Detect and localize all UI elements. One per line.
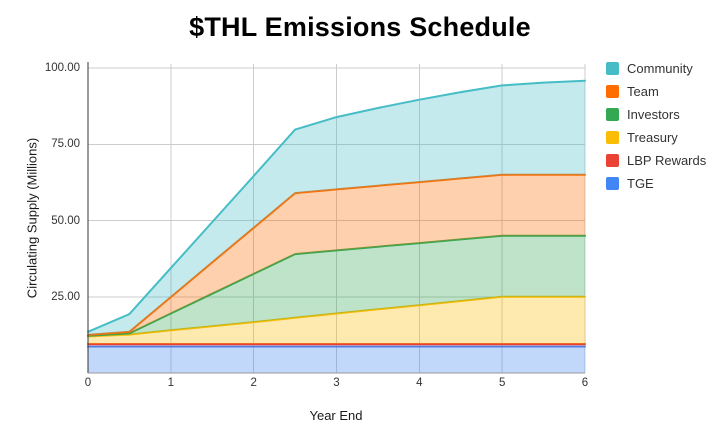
legend-item-community: Community <box>606 57 706 80</box>
legend-item-tge: TGE <box>606 172 706 195</box>
legend-label-team: Team <box>627 84 659 99</box>
x-tick-label: 3 <box>333 377 340 389</box>
x-tick-label: 6 <box>581 377 589 389</box>
legend-item-lbp-rewards: LBP Rewards <box>606 149 706 172</box>
x-tick-label: 5 <box>498 377 506 389</box>
y-tick-label: 50.00 <box>51 214 80 227</box>
x-tick-label: 4 <box>416 377 423 389</box>
legend: Community Team Investors Treasury LBP Reward… <box>606 57 706 195</box>
series-tge <box>87 345 586 373</box>
legend-item-treasury: Treasury <box>606 126 706 149</box>
series-community <box>87 79 586 335</box>
legend-label-tge: TGE <box>627 176 654 191</box>
series-treasury <box>87 295 586 344</box>
legend-swatch-community <box>606 62 619 75</box>
y-tick-label: 75.00 <box>51 138 80 151</box>
legend-item-team: Team <box>606 80 706 103</box>
legend-swatch-tge <box>606 177 619 190</box>
y-tick-label: 25.00 <box>51 290 80 303</box>
x-tick-label: 2 <box>250 377 257 389</box>
axes <box>87 62 585 374</box>
legend-swatch-investors <box>606 108 619 121</box>
legend-swatch-lbp-rewards <box>606 154 619 167</box>
legend-swatch-treasury <box>606 131 619 144</box>
chart-title: $THL Emissions Schedule <box>189 12 531 42</box>
series-lbp-rewards <box>87 343 586 347</box>
x-tick-label: 1 <box>167 377 175 389</box>
x-axis-title: Year End <box>309 408 363 423</box>
legend-swatch-team <box>606 85 619 98</box>
x-tick-label: 0 <box>84 377 92 389</box>
legend-item-investors: Investors <box>606 103 706 126</box>
legend-label-investors: Investors <box>627 107 680 122</box>
legend-label-lbp-rewards: LBP Rewards <box>627 153 707 168</box>
series-team <box>87 173 586 336</box>
y-tick-label: 100.00 <box>44 62 80 74</box>
legend-label-treasury: Treasury <box>627 130 678 145</box>
series-investors <box>87 234 586 337</box>
legend-label-community: Community <box>627 61 693 76</box>
